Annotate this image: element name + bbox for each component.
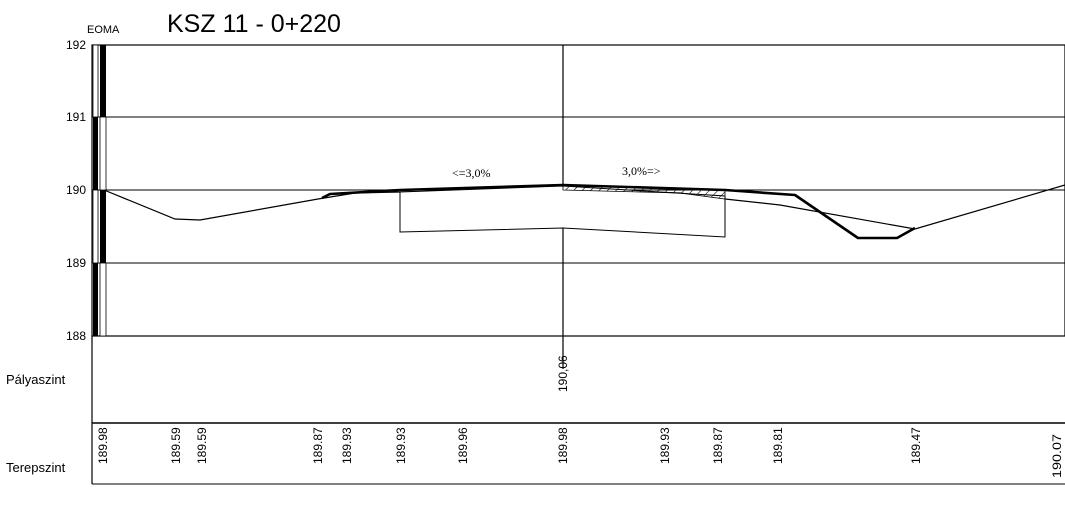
y-axis-ticks: 192 191 190 189 188 [66,38,86,343]
terepszint-value: 189.87 [311,427,325,464]
section-title: KSZ 11 - 0+220 [167,10,341,38]
terepszint-value: 190.07 [1050,434,1064,478]
palyaszint-values: 190,06 [556,355,570,392]
terepszint-value: 189.98 [556,427,570,464]
terepszint-value: 189.93 [658,427,672,464]
row-label-terepszint: Terepszint [6,460,66,475]
elevation-scale-bar [92,44,107,337]
y-tick-192: 192 [66,38,86,52]
y-tick-190: 190 [66,183,86,197]
row-label-palyaszint: Pályaszint [6,372,66,387]
terepszint-value: 189.59 [169,427,183,464]
design-profile [321,183,916,240]
terepszint-value: 189.93 [394,427,408,464]
terepszint-value: 189.98 [96,427,110,464]
slope-left-label: <=3,0% [452,166,491,180]
y-tick-191: 191 [66,110,86,124]
slope-right-label: 3,0%=> [622,164,661,178]
terepszint-value: 189.93 [340,427,354,464]
datum-label: EOMA [87,24,120,36]
terepszint-value: 189.47 [909,427,923,464]
palyaszint-value: 190,06 [556,355,570,392]
y-tick-188: 188 [66,329,86,343]
terepszint-value: 189.81 [771,427,785,464]
terepszint-value: 189.96 [456,427,470,464]
y-tick-189: 189 [66,256,86,270]
terepszint-values: 189.98 189.59 189.59 189.87 189.93 189.9… [96,427,1064,478]
terepszint-value: 189.87 [711,427,725,464]
terepszint-value: 189.59 [195,427,209,464]
